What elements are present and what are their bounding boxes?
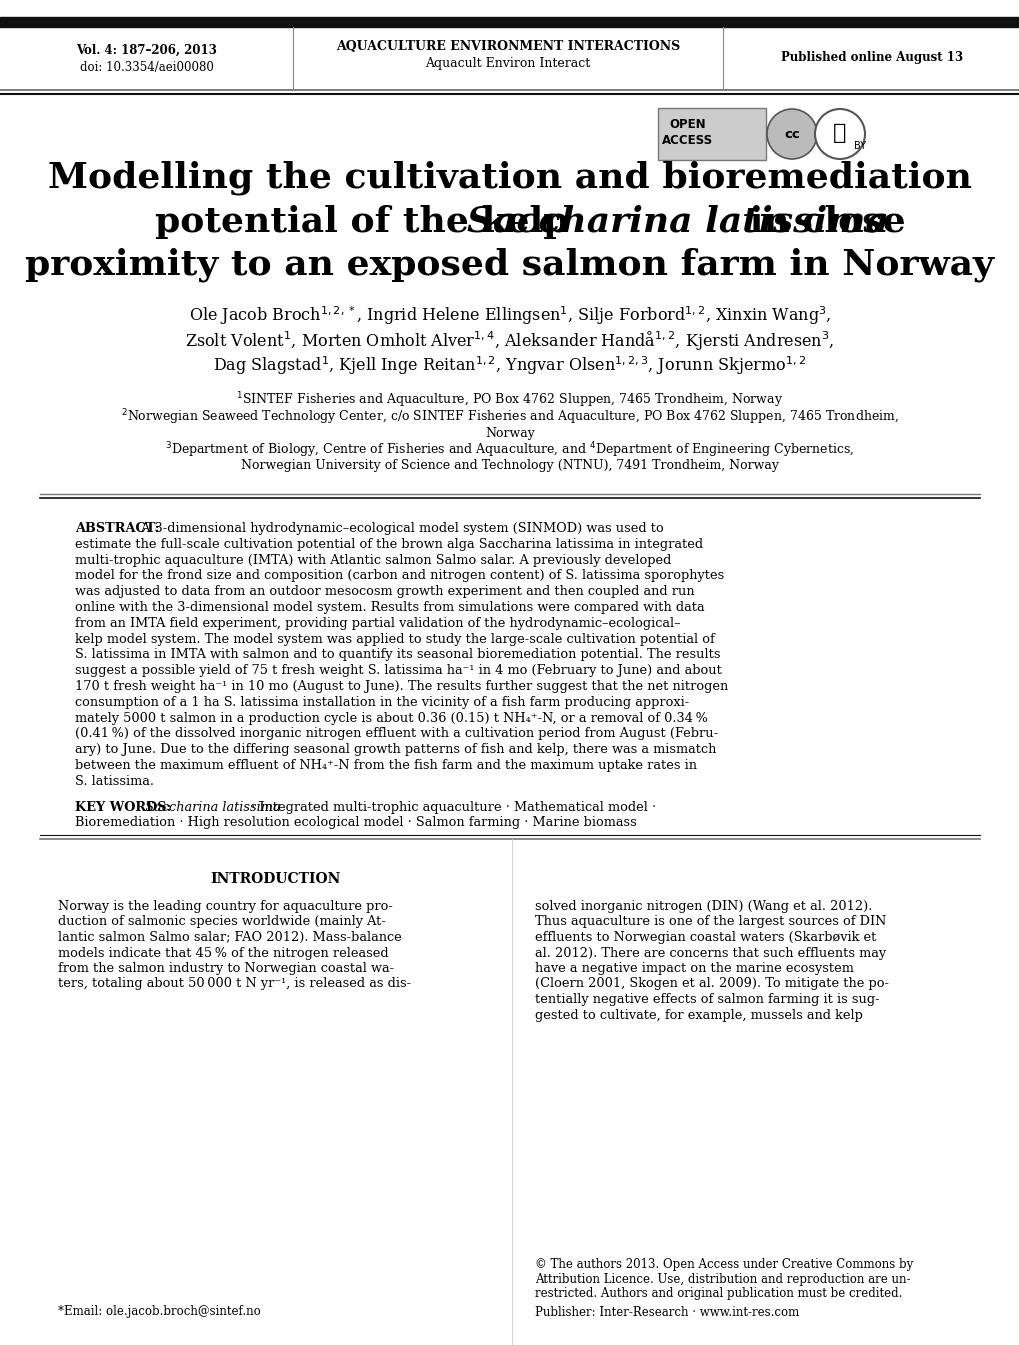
Text: Norway: Norway	[485, 426, 534, 440]
Text: BY: BY	[853, 141, 865, 151]
Text: online with the 3-dimensional model system. Results from simulations were compar: online with the 3-dimensional model syst…	[75, 601, 704, 615]
Text: $^{3}$Department of Biology, Centre of Fisheries and Aquaculture, and $^{4}$Depa: $^{3}$Department of Biology, Centre of F…	[165, 440, 854, 460]
Text: S. latissima in IMTA with salmon and to quantify its seasonal bioremediation pot: S. latissima in IMTA with salmon and to …	[75, 648, 719, 662]
Text: $^{2}$Norwegian Seaweed Technology Center, c/o SINTEF Fisheries and Aquaculture,: $^{2}$Norwegian Seaweed Technology Cente…	[121, 408, 898, 426]
Text: estimate the full-scale cultivation potential of the brown alga Saccharina latis: estimate the full-scale cultivation pote…	[75, 538, 702, 551]
Text: was adjusted to data from an outdoor mesocosm growth experiment and then coupled: was adjusted to data from an outdoor mes…	[75, 585, 694, 599]
Text: · Integrated multi-trophic aquaculture · Mathematical model ·: · Integrated multi-trophic aquaculture ·…	[247, 800, 655, 814]
Text: KEY WORDS:: KEY WORDS:	[75, 800, 171, 814]
Circle shape	[766, 109, 816, 159]
Text: ABSTRACT:: ABSTRACT:	[75, 522, 159, 535]
Text: ⓘ: ⓘ	[833, 122, 846, 143]
Text: Ole Jacob Broch$^{1,2,*}$, Ingrid Helene Ellingsen$^{1}$, Silje Forbord$^{1,2}$,: Ole Jacob Broch$^{1,2,*}$, Ingrid Helene…	[189, 305, 830, 327]
Text: S. latissima.: S. latissima.	[75, 775, 154, 788]
Text: Modelling the cultivation and bioremediation: Modelling the cultivation and bioremedia…	[48, 161, 971, 195]
Text: Saccharina latissima: Saccharina latissima	[137, 800, 280, 814]
Text: model for the frond size and composition (carbon and nitrogen content) of S. lat: model for the frond size and composition…	[75, 569, 723, 582]
Text: potential of the kelp: potential of the kelp	[155, 204, 581, 239]
Text: ACCESS: ACCESS	[661, 133, 713, 147]
Text: lantic salmon Salmo salar; FAO 2012). Mass-balance: lantic salmon Salmo salar; FAO 2012). Ma…	[58, 931, 401, 944]
Text: restricted. Authors and original publication must be credited.: restricted. Authors and original publica…	[535, 1287, 902, 1301]
Text: Zsolt Volent$^{1}$, Morten Omholt Alver$^{1,4}$, Aleksander Handå$^{1,2}$, Kjers: Zsolt Volent$^{1}$, Morten Omholt Alver$…	[185, 330, 834, 352]
Bar	[657, 108, 765, 160]
Text: from the salmon industry to Norwegian coastal wa-: from the salmon industry to Norwegian co…	[58, 962, 393, 975]
Text: proximity to an exposed salmon farm in Norway: proximity to an exposed salmon farm in N…	[25, 247, 994, 282]
Text: consumption of a 1 ha S. latissima installation in the vicinity of a fish farm p: consumption of a 1 ha S. latissima insta…	[75, 695, 689, 709]
Text: Dag Slagstad$^{1}$, Kjell Inge Reitan$^{1,2}$, Yngvar Olsen$^{1,2,3}$, Jorunn Sk: Dag Slagstad$^{1}$, Kjell Inge Reitan$^{…	[213, 355, 806, 378]
Text: gested to cultivate, for example, mussels and kelp: gested to cultivate, for example, mussel…	[535, 1009, 862, 1021]
Text: A 3-dimensional hydrodynamic–ecological model system (SINMOD) was used to: A 3-dimensional hydrodynamic–ecological …	[137, 522, 663, 535]
Text: Thus aquaculture is one of the largest sources of DIN: Thus aquaculture is one of the largest s…	[535, 916, 886, 928]
Text: Published online August 13: Published online August 13	[781, 51, 962, 63]
Text: INTRODUCTION: INTRODUCTION	[210, 872, 340, 886]
Text: AQUACULTURE ENVIRONMENT INTERACTIONS: AQUACULTURE ENVIRONMENT INTERACTIONS	[335, 40, 680, 54]
Text: © The authors 2013. Open Access under Creative Commons by: © The authors 2013. Open Access under Cr…	[535, 1258, 912, 1271]
Text: kelp model system. The model system was applied to study the large-scale cultiva: kelp model system. The model system was …	[75, 632, 714, 646]
Text: between the maximum effluent of NH₄⁺-N from the fish farm and the maximum uptake: between the maximum effluent of NH₄⁺-N f…	[75, 759, 696, 772]
Text: from an IMTA field experiment, providing partial validation of the hydrodynamic–: from an IMTA field experiment, providing…	[75, 617, 680, 629]
Text: (Cloern 2001, Skogen et al. 2009). To mitigate the po-: (Cloern 2001, Skogen et al. 2009). To mi…	[535, 978, 889, 990]
Text: ters, totaling about 50 000 t N yr⁻¹, is released as dis-: ters, totaling about 50 000 t N yr⁻¹, is…	[58, 978, 411, 990]
Text: in close: in close	[737, 204, 905, 239]
Circle shape	[814, 109, 864, 159]
Text: Publisher: Inter-Research · www.int-res.com: Publisher: Inter-Research · www.int-res.…	[535, 1306, 799, 1318]
Text: Aquacult Environ Interact: Aquacult Environ Interact	[425, 58, 590, 70]
Text: al. 2012). There are concerns that such effluents may: al. 2012). There are concerns that such …	[535, 947, 886, 959]
Text: Vol. 4: 187–206, 2013: Vol. 4: 187–206, 2013	[76, 43, 217, 56]
Text: *Email: ole.jacob.broch@sintef.no: *Email: ole.jacob.broch@sintef.no	[58, 1305, 261, 1318]
Text: OPEN: OPEN	[669, 117, 705, 130]
Text: multi-trophic aquaculture (IMTA) with Atlantic salmon Salmo salar. A previously : multi-trophic aquaculture (IMTA) with At…	[75, 554, 671, 566]
Text: models indicate that 45 % of the nitrogen released: models indicate that 45 % of the nitroge…	[58, 947, 388, 959]
Text: Bioremediation · High resolution ecological model · Salmon farming · Marine biom: Bioremediation · High resolution ecologi…	[75, 816, 636, 830]
Text: (0.41 %) of the dissolved inorganic nitrogen effluent with a cultivation period : (0.41 %) of the dissolved inorganic nitr…	[75, 728, 717, 740]
Text: Saccharina latissima: Saccharina latissima	[467, 204, 889, 239]
Text: tentially negative effects of salmon farming it is sug-: tentially negative effects of salmon far…	[535, 993, 878, 1006]
Text: Attribution Licence. Use, distribution and reproduction are un-: Attribution Licence. Use, distribution a…	[535, 1272, 910, 1286]
Text: have a negative impact on the marine ecosystem: have a negative impact on the marine eco…	[535, 962, 853, 975]
Text: cc: cc	[784, 128, 799, 140]
Text: duction of salmonic species worldwide (mainly At-: duction of salmonic species worldwide (m…	[58, 916, 385, 928]
Text: suggest a possible yield of 75 t fresh weight S. latissima ha⁻¹ in 4 mo (Februar: suggest a possible yield of 75 t fresh w…	[75, 664, 721, 677]
Text: mately 5000 t salmon in a production cycle is about 0.36 (0.15) t NH₄⁺-N, or a r: mately 5000 t salmon in a production cyc…	[75, 712, 707, 725]
Text: solved inorganic nitrogen (DIN) (Wang et al. 2012).: solved inorganic nitrogen (DIN) (Wang et…	[535, 900, 871, 913]
Text: $^{1}$SINTEF Fisheries and Aquaculture, PO Box 4762 Sluppen, 7465 Trondheim, Nor: $^{1}$SINTEF Fisheries and Aquaculture, …	[236, 390, 783, 410]
Text: Norway is the leading country for aquaculture pro-: Norway is the leading country for aquacu…	[58, 900, 392, 913]
Text: effluents to Norwegian coastal waters (Skarbøvik et: effluents to Norwegian coastal waters (S…	[535, 931, 875, 944]
Text: doi: 10.3354/aei00080: doi: 10.3354/aei00080	[79, 61, 214, 74]
Text: 170 t fresh weight ha⁻¹ in 10 mo (August to June). The results further suggest t: 170 t fresh weight ha⁻¹ in 10 mo (August…	[75, 681, 728, 693]
Text: Norwegian University of Science and Technology (NTNU), 7491 Trondheim, Norway: Norwegian University of Science and Tech…	[240, 460, 779, 472]
Bar	[0, 17, 1019, 27]
Text: ary) to June. Due to the differing seasonal growth patterns of fish and kelp, th: ary) to June. Due to the differing seaso…	[75, 744, 715, 756]
